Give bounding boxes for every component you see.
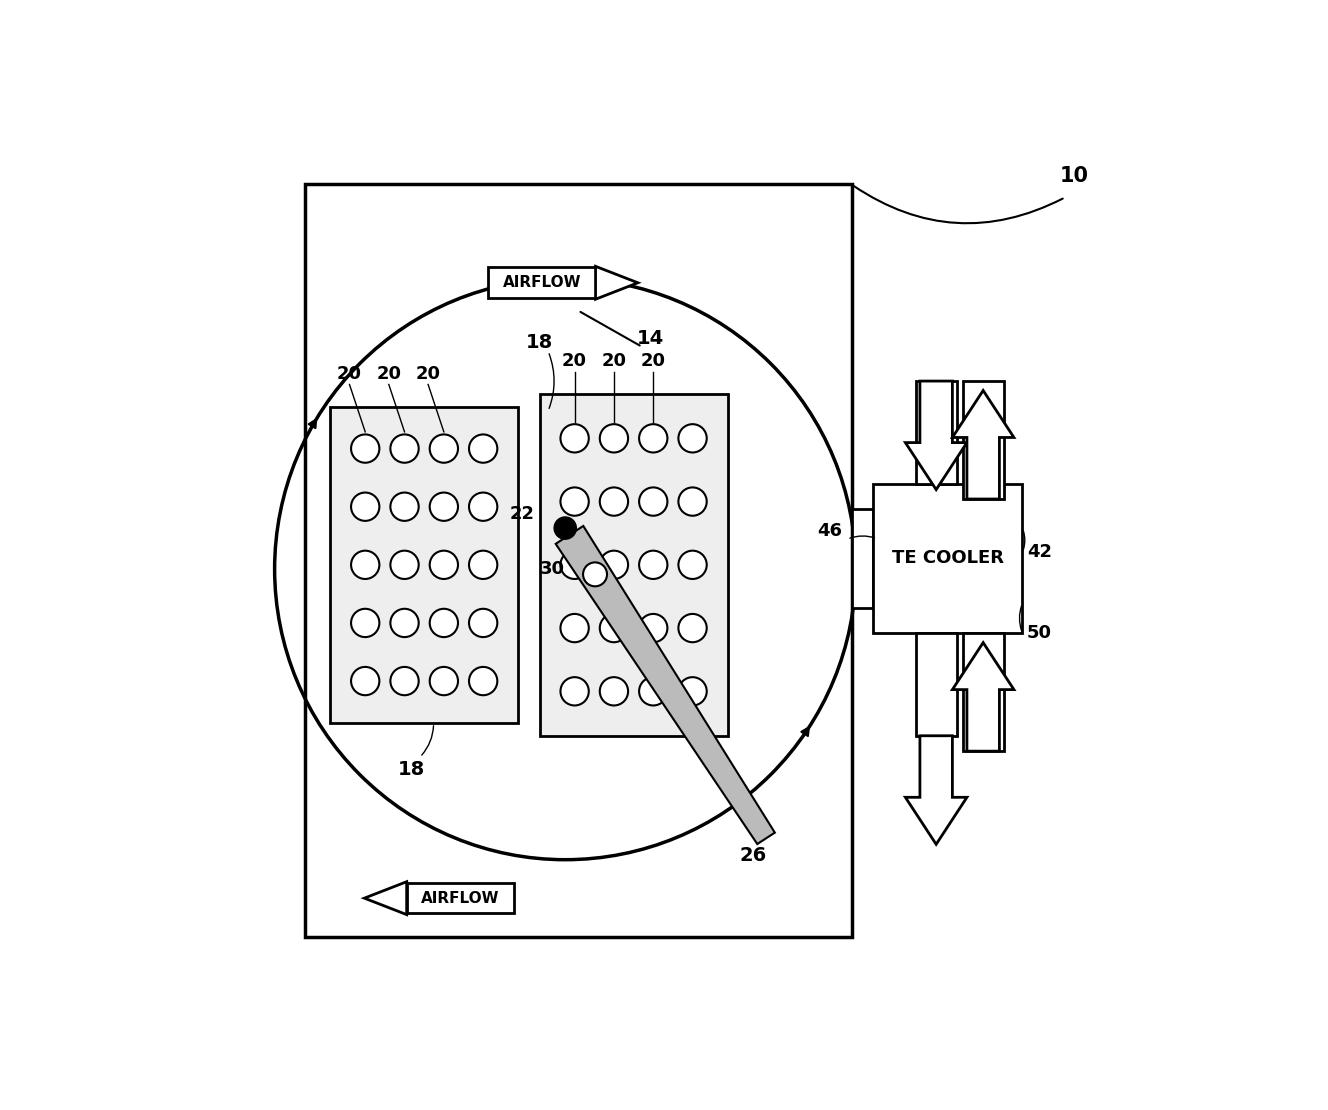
- Bar: [872, 484, 1023, 633]
- Text: 20: 20: [337, 365, 363, 383]
- Circle shape: [639, 677, 668, 706]
- Text: TE COOLER: TE COOLER: [891, 549, 1004, 567]
- Circle shape: [469, 493, 497, 521]
- Bar: [963, 381, 1004, 500]
- Text: 18: 18: [526, 333, 554, 352]
- Circle shape: [600, 551, 628, 579]
- Text: 20: 20: [416, 365, 441, 383]
- Bar: [963, 633, 1004, 751]
- Text: 42: 42: [1027, 543, 1052, 561]
- Text: AIRFLOW: AIRFLOW: [503, 275, 582, 291]
- Text: 50: 50: [1027, 624, 1052, 643]
- Circle shape: [430, 493, 458, 521]
- Text: 10: 10: [1060, 165, 1088, 186]
- Circle shape: [600, 614, 628, 643]
- Bar: [915, 381, 956, 484]
- Circle shape: [679, 424, 706, 453]
- Bar: [489, 268, 595, 299]
- Circle shape: [390, 667, 418, 695]
- Bar: [539, 394, 728, 736]
- Text: 30: 30: [540, 561, 564, 578]
- Polygon shape: [364, 881, 406, 915]
- Circle shape: [351, 493, 380, 521]
- Text: 14: 14: [637, 329, 664, 347]
- Circle shape: [351, 434, 380, 463]
- Circle shape: [469, 434, 497, 463]
- Circle shape: [390, 493, 418, 521]
- Circle shape: [430, 608, 458, 637]
- Text: 46: 46: [818, 522, 843, 539]
- Text: 20: 20: [602, 352, 627, 371]
- Polygon shape: [555, 526, 774, 844]
- Circle shape: [351, 667, 380, 695]
- Circle shape: [583, 563, 607, 586]
- Bar: [851, 509, 872, 607]
- Circle shape: [639, 551, 668, 579]
- Circle shape: [560, 487, 588, 516]
- Text: 20: 20: [562, 352, 587, 371]
- Polygon shape: [952, 391, 1015, 500]
- Circle shape: [351, 608, 380, 637]
- Circle shape: [639, 614, 668, 643]
- Circle shape: [390, 551, 418, 579]
- Circle shape: [679, 614, 706, 643]
- Circle shape: [554, 517, 576, 539]
- Circle shape: [679, 551, 706, 579]
- Text: 26: 26: [740, 846, 766, 865]
- Circle shape: [600, 424, 628, 453]
- Polygon shape: [906, 736, 967, 845]
- Circle shape: [390, 608, 418, 637]
- Circle shape: [600, 487, 628, 516]
- Circle shape: [430, 434, 458, 463]
- Text: 20: 20: [640, 352, 665, 371]
- Text: AIRFLOW: AIRFLOW: [421, 890, 499, 906]
- Text: 22: 22: [510, 505, 535, 523]
- Circle shape: [469, 667, 497, 695]
- Polygon shape: [906, 381, 967, 490]
- Polygon shape: [595, 266, 637, 300]
- Polygon shape: [952, 643, 1015, 751]
- Circle shape: [639, 487, 668, 516]
- Text: 18: 18: [398, 760, 425, 779]
- Circle shape: [469, 551, 497, 579]
- Circle shape: [560, 551, 588, 579]
- Circle shape: [390, 434, 418, 463]
- Circle shape: [560, 424, 588, 453]
- Text: 20: 20: [376, 365, 401, 383]
- Circle shape: [560, 677, 588, 706]
- Circle shape: [430, 667, 458, 695]
- Bar: [406, 882, 514, 914]
- Bar: [915, 633, 956, 736]
- Circle shape: [639, 424, 668, 453]
- Bar: [304, 184, 851, 937]
- Bar: [331, 406, 518, 723]
- Circle shape: [679, 487, 706, 516]
- Circle shape: [600, 677, 628, 706]
- Circle shape: [679, 677, 706, 706]
- Circle shape: [430, 551, 458, 579]
- Circle shape: [560, 614, 588, 643]
- Circle shape: [351, 551, 380, 579]
- Circle shape: [469, 608, 497, 637]
